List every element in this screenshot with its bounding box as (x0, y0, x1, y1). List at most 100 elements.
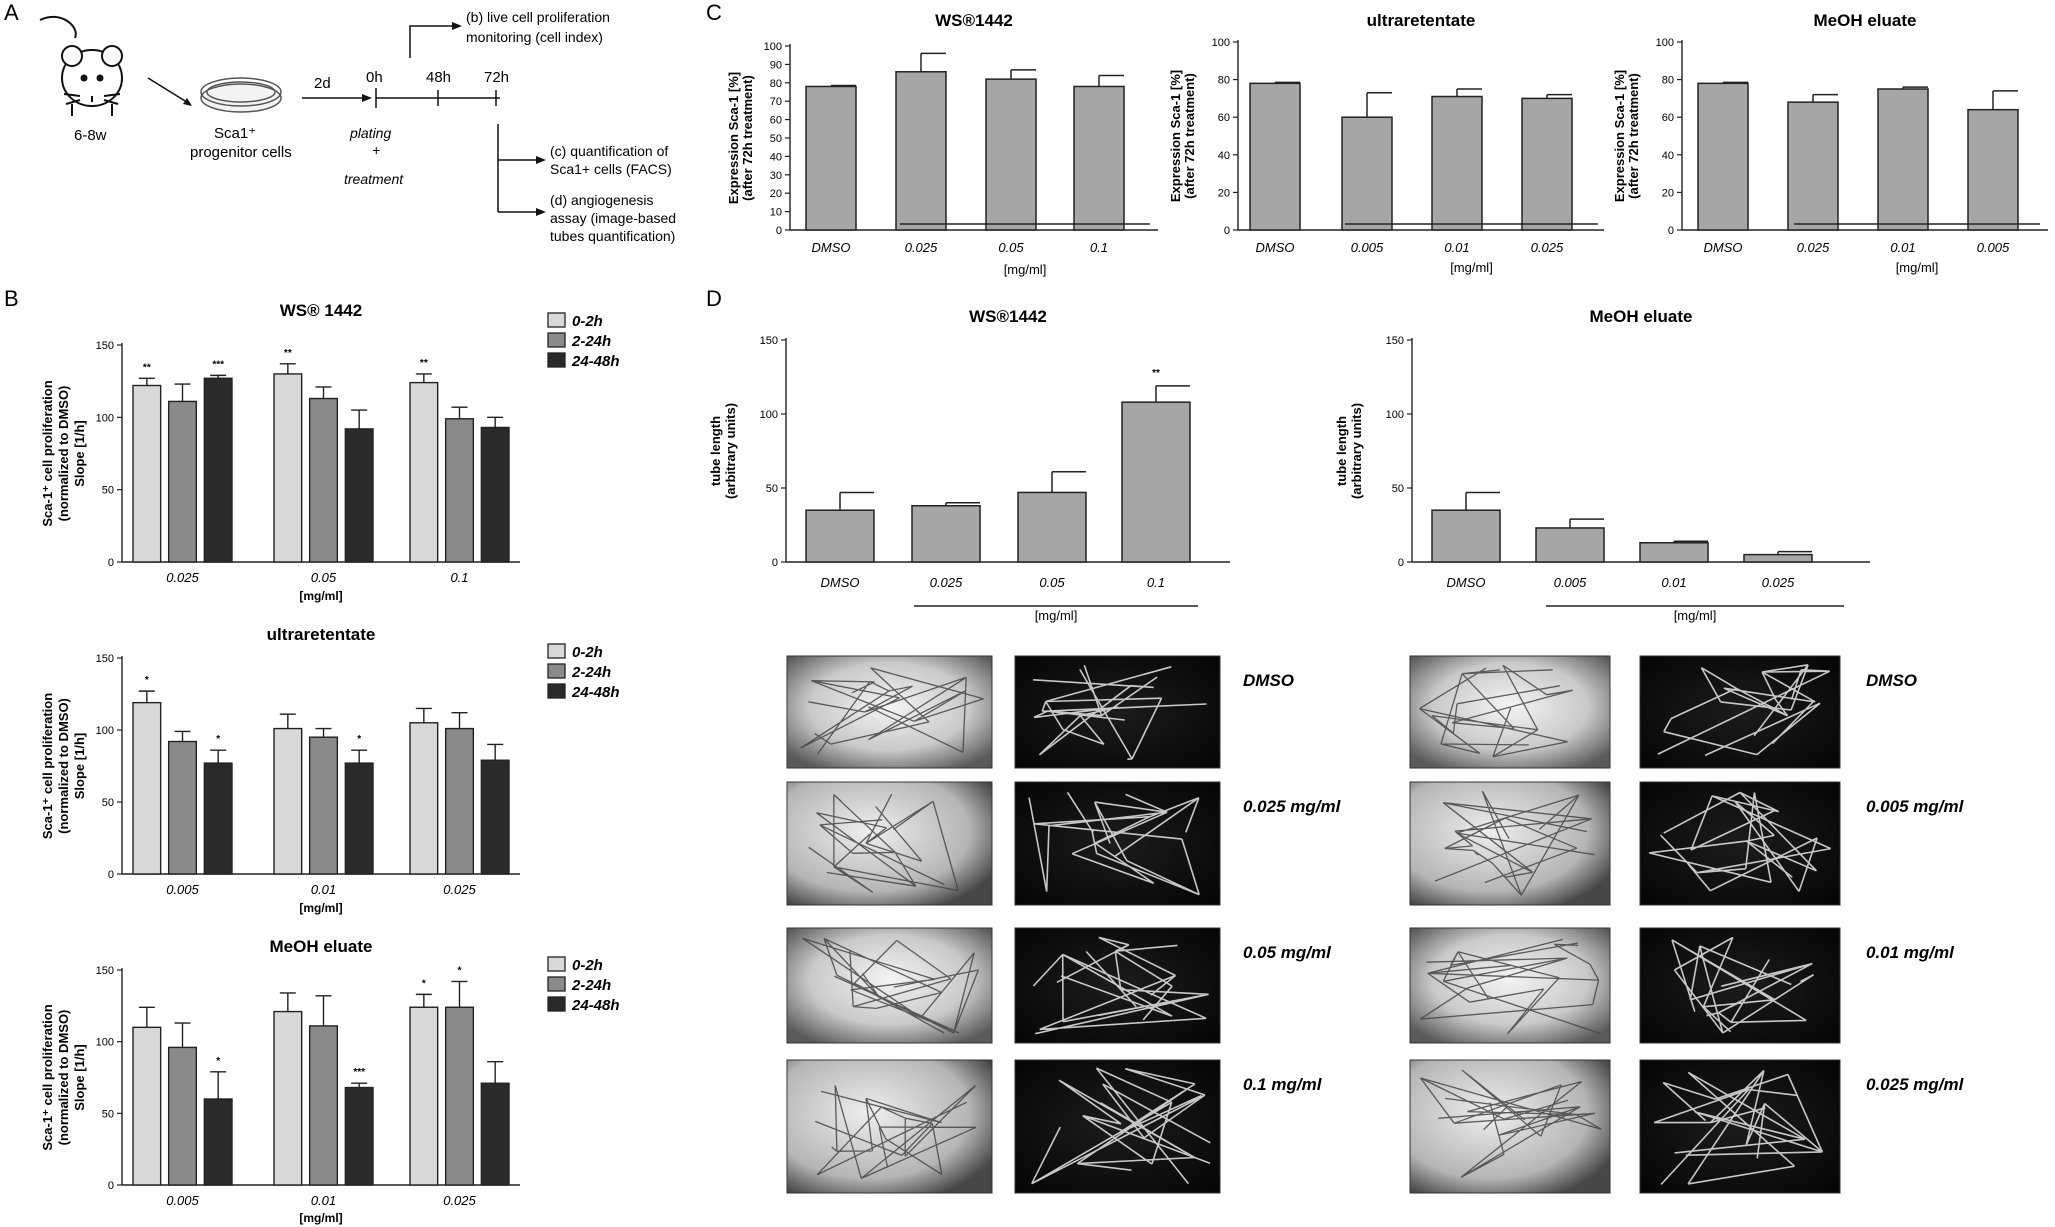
x-tick-label: 0.1 (1090, 240, 1108, 255)
x-tick-label: 0.025 (443, 1193, 476, 1208)
chart-b-ultraretentate: ultraretentate 0 50 100 150 Sca-1⁺ cell proli… (40, 625, 620, 915)
bar (1743, 553, 1813, 563)
y-tick-label: 30 (770, 170, 782, 182)
step-b-line2: monitoring (cell index) (466, 29, 603, 45)
y-axis-label: (normalized to DMSO) (56, 386, 71, 522)
legend-label: 24-48h (571, 684, 620, 701)
y-axis-label: Slope [1/h] (72, 1044, 87, 1110)
tube-network (1657, 664, 1831, 757)
bar (273, 373, 303, 563)
bar (805, 85, 857, 231)
tube-network (814, 1084, 977, 1179)
x-axis-label: [mg/ml] (1674, 608, 1717, 623)
tube-network (1032, 936, 1209, 1035)
chart-title: ultraretentate (267, 625, 376, 644)
cells-label-line2: progenitor cells (190, 144, 292, 161)
micro-meoh-brightfield-3 (1409, 1059, 1611, 1194)
bar (480, 426, 510, 563)
chart-c-ws1442: WS®1442 0 10 20 30 40 50 60 70 80 90 100 Expression … (726, 11, 1158, 277)
bar (273, 727, 303, 875)
panel-letter-c: C (706, 0, 722, 25)
bar (480, 759, 510, 875)
micro-ws-fluorescence-2 (1014, 927, 1221, 1044)
fluorescence-image (1639, 781, 1841, 906)
bar (1073, 85, 1125, 231)
y-axis-label: (after 72h treatment) (1626, 73, 1641, 199)
legend-swatch (547, 332, 566, 348)
brightfield-image (786, 781, 993, 906)
step-d-line1: (d) angiogenesis (550, 192, 654, 208)
y-axis-label: Expression Sca-1 [%] (1168, 70, 1183, 202)
y-tick-label: 70 (770, 96, 782, 108)
y-tick-label: 100 (96, 1037, 114, 1049)
bar (132, 701, 162, 875)
x-tick-label: 0.01 (1444, 240, 1469, 255)
legend-swatch (547, 643, 566, 659)
bar (273, 1010, 303, 1186)
step-c-line1: (c) quantification of (550, 143, 668, 159)
dose-label: 0.025 mg/ml (1243, 797, 1342, 816)
y-tick-label: 60 (1662, 112, 1674, 124)
y-axis-label: tube length (708, 416, 723, 486)
chart-c-ultraretentate: ultraretentate 0 20 40 60 80 100 Expression Sca… (1168, 11, 1604, 275)
legend-swatch (547, 312, 566, 328)
x-axis-label: [mg/ml] (1004, 262, 1047, 277)
bar (1017, 491, 1087, 563)
y-axis-label: (after 72h treatment) (1182, 73, 1197, 199)
x-tick-label: 0.05 (311, 570, 337, 585)
bar (1877, 88, 1929, 231)
legend-swatch (547, 976, 566, 992)
brightfield-image (1409, 1059, 1611, 1194)
y-tick-label: 150 (96, 653, 114, 665)
y-tick-label: 50 (102, 797, 114, 809)
y-tick-label: 0 (108, 869, 114, 881)
tube-network (1671, 936, 1815, 1034)
bar (344, 1086, 374, 1186)
legend-label: 24-48h (571, 997, 620, 1014)
y-tick-label: 50 (1392, 483, 1404, 495)
y-axis-label: tube length (1334, 416, 1349, 486)
arrow-head-icon (452, 22, 462, 30)
micro-meoh-fluorescence-2 (1639, 927, 1841, 1044)
y-tick-label: 20 (1662, 187, 1674, 199)
x-tick-label: 0.01 (311, 882, 336, 897)
arrow-head-icon (536, 208, 546, 216)
schematic: 6-8w Sca1⁺ progenitor cells 2d 0h 48h 72… (39, 9, 676, 244)
tube-network (808, 793, 959, 893)
significance-label: * (357, 734, 361, 745)
micro-meoh-fluorescence-3 (1639, 1059, 1841, 1194)
legend-swatch (547, 352, 566, 368)
bar (444, 727, 475, 875)
legend-label: 2-24h (571, 333, 611, 350)
time-label: 72h (484, 69, 509, 86)
y-tick-label: 0 (108, 1180, 114, 1192)
chart-title: MeOH eluate (1814, 11, 1917, 30)
bar (344, 762, 374, 875)
x-axis-label: [mg/ml] (1035, 608, 1078, 623)
bar (409, 722, 439, 875)
y-axis-label: (after 72h treatment) (740, 75, 755, 201)
x-axis-label: [mg/ml] (1450, 260, 1493, 275)
x-tick-label: DMSO (1256, 240, 1295, 255)
time-label: 0h (366, 69, 383, 86)
x-tick-label: 0.025 (1797, 240, 1830, 255)
brightfield-image (1409, 927, 1611, 1044)
x-tick-label: 0.005 (1554, 575, 1587, 590)
bar (480, 1082, 510, 1186)
y-tick-label: 50 (770, 133, 782, 145)
cells-label-line1: Sca1⁺ (214, 125, 256, 142)
y-tick-label: 40 (1662, 150, 1674, 162)
y-axis-label: Sca-1⁺ cell proliferation (40, 693, 55, 839)
tube-network (1419, 664, 1574, 758)
x-tick-label: 0.005 (1977, 240, 2010, 255)
arrow-head-icon (362, 94, 372, 102)
x-tick-label: 0.01 (1661, 575, 1686, 590)
micro-meoh-brightfield-2 (1409, 927, 1611, 1044)
y-tick-label: 0 (776, 225, 782, 237)
significance-label: *** (353, 1067, 365, 1078)
chart-title: WS®1442 (935, 11, 1013, 30)
significance-label: ** (284, 348, 292, 359)
dose-label: DMSO (1243, 671, 1294, 690)
time-label: 48h (426, 69, 451, 86)
